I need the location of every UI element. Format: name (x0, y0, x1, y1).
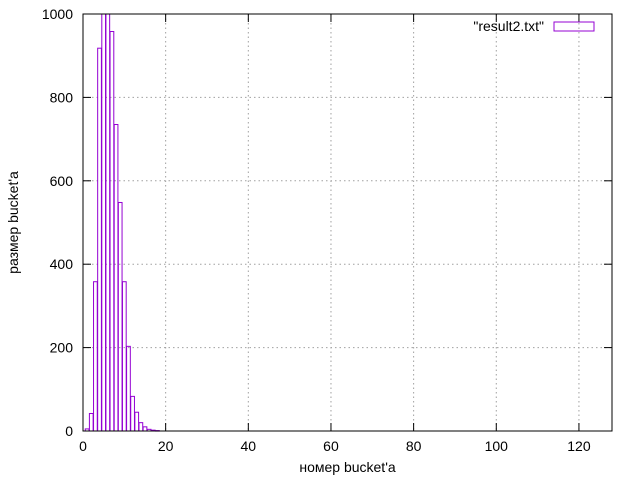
histogram-bar (126, 345, 131, 432)
histogram-bar (130, 395, 135, 432)
histogram-bar (113, 124, 119, 432)
x-axis-title: номер bucket'a (299, 459, 396, 475)
tick-labels: 0 200 400 600 800 1000 0 20 40 60 80 100 120 (42, 6, 591, 454)
x-tick-label: 100 (485, 438, 509, 454)
legend-label: "result2.txt" (473, 18, 544, 34)
y-tick-label: 600 (50, 173, 74, 189)
histogram-bar (121, 281, 127, 432)
plot-border (82, 13, 613, 432)
legend-swatch (553, 21, 595, 32)
histogram-bar (142, 426, 148, 432)
histogram-bar (93, 281, 98, 432)
x-tick-label: 0 (79, 438, 87, 454)
x-tick-label: 40 (241, 438, 257, 454)
histogram-bar (97, 47, 102, 432)
histogram-bar (134, 411, 140, 432)
x-tick-label: 120 (567, 438, 591, 454)
histogram-bar (117, 201, 123, 432)
histogram-bar (88, 412, 94, 432)
x-tick-label: 60 (323, 438, 339, 454)
axis-ticks (82, 13, 612, 432)
bars-group (84, 13, 160, 432)
y-tick-label: 0 (65, 423, 73, 439)
histogram-bar (109, 31, 115, 432)
y-axis-title: размер bucket'a (5, 171, 21, 274)
histogram-bar (101, 13, 107, 432)
y-tick-label: 200 (50, 340, 74, 356)
histogram-bar (138, 422, 144, 432)
y-tick-label: 800 (50, 89, 74, 105)
x-tick-label: 20 (158, 438, 174, 454)
y-tick-label: 1000 (42, 6, 73, 22)
x-tick-label: 80 (406, 438, 422, 454)
legend: "result2.txt" (473, 18, 595, 34)
y-tick-label: 400 (50, 256, 74, 272)
histogram-bar (105, 13, 111, 432)
grid-lines (83, 14, 612, 431)
